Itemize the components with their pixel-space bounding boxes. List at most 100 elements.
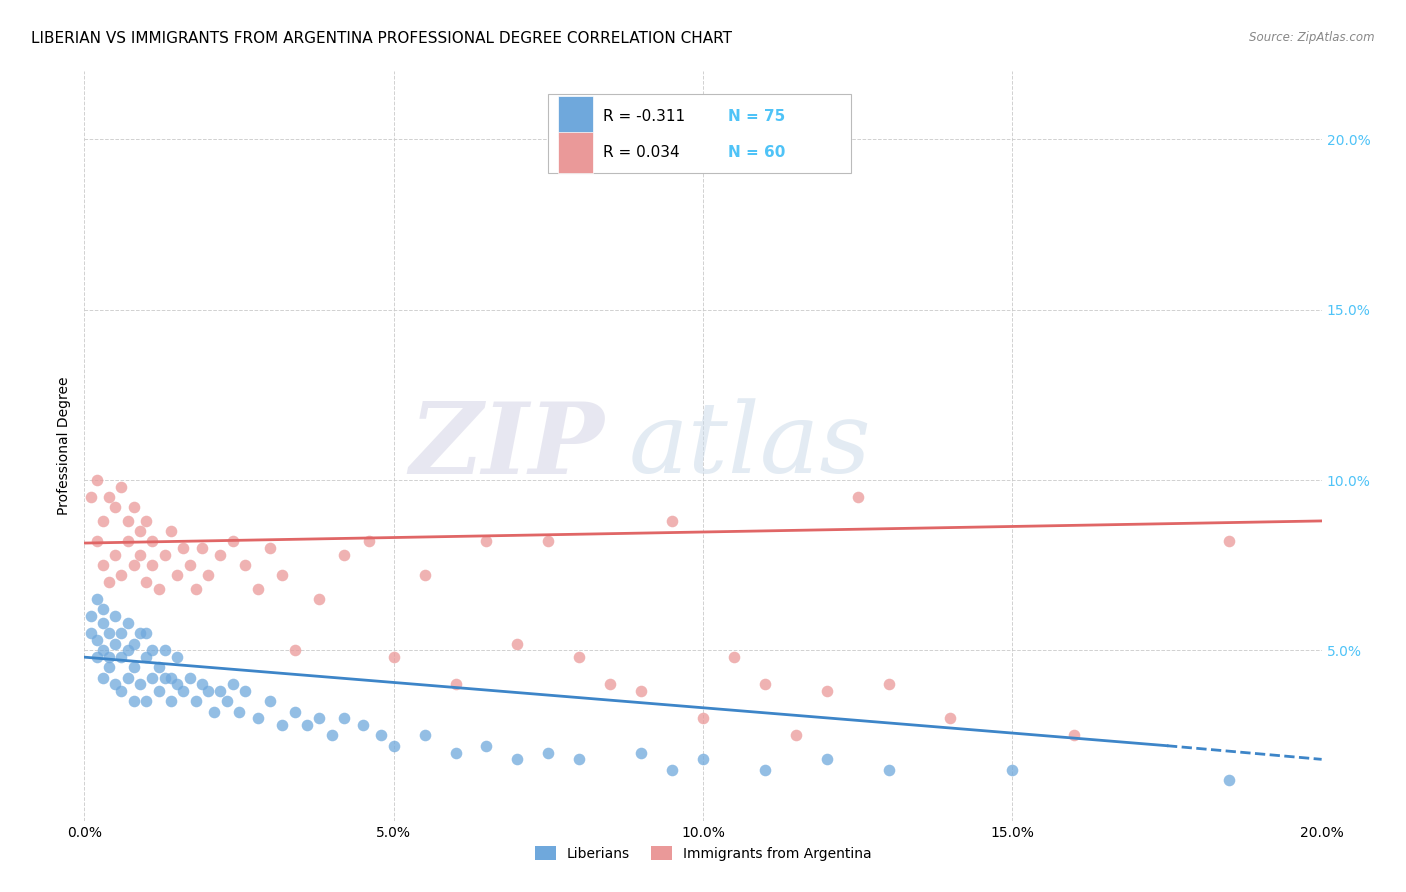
Point [352, 718, 374, 732]
Point [295, 718, 318, 732]
Point [135, 514, 157, 528]
Point [599, 677, 621, 691]
Point [475, 534, 498, 549]
Point [141, 643, 163, 657]
Point [148, 660, 170, 674]
Text: N = 75: N = 75 [728, 109, 785, 124]
Point [877, 677, 900, 691]
FancyBboxPatch shape [548, 94, 852, 172]
Point [148, 684, 170, 698]
Point [135, 650, 157, 665]
Point [129, 677, 152, 691]
Point [444, 746, 467, 760]
Point [333, 548, 356, 562]
Point [815, 752, 838, 766]
Point [117, 643, 139, 657]
Point [86, 633, 108, 648]
Text: R = -0.311: R = -0.311 [603, 109, 685, 124]
Point [110, 568, 132, 582]
Point [117, 534, 139, 549]
Point [117, 616, 139, 631]
Point [215, 694, 238, 708]
Point [98, 490, 121, 504]
Legend: Liberians, Immigrants from Argentina: Liberians, Immigrants from Argentina [529, 840, 877, 866]
Point [179, 671, 201, 685]
Point [692, 711, 714, 725]
Point [370, 729, 392, 743]
Point [259, 541, 281, 556]
Point [233, 558, 256, 573]
Point [160, 671, 183, 685]
Point [166, 677, 188, 691]
Text: ZIP: ZIP [409, 398, 605, 494]
Point [506, 636, 529, 650]
Point [1063, 729, 1085, 743]
Point [98, 650, 121, 665]
Point [259, 694, 281, 708]
Point [284, 705, 307, 719]
Point [110, 626, 132, 640]
Point [135, 694, 157, 708]
Point [568, 650, 591, 665]
Point [129, 626, 152, 640]
Point [153, 671, 176, 685]
Point [110, 650, 132, 665]
Point [166, 650, 188, 665]
Point [939, 711, 962, 725]
Point [197, 568, 219, 582]
Point [117, 671, 139, 685]
Point [135, 575, 157, 590]
Point [141, 671, 163, 685]
Bar [558, 95, 593, 137]
Point [122, 500, 145, 515]
Point [141, 534, 163, 549]
Point [91, 671, 114, 685]
Point [122, 660, 145, 674]
Point [110, 684, 132, 698]
Point [166, 568, 188, 582]
Point [117, 514, 139, 528]
Point [122, 694, 145, 708]
Point [110, 480, 132, 494]
Point [630, 684, 652, 698]
Point [172, 684, 194, 698]
Point [86, 473, 108, 487]
Point [785, 729, 807, 743]
Point [308, 592, 330, 607]
Point [86, 650, 108, 665]
Point [246, 711, 269, 725]
Point [160, 694, 183, 708]
Point [79, 609, 101, 624]
Point [754, 677, 776, 691]
Point [661, 763, 683, 777]
Point [79, 626, 101, 640]
Point [191, 541, 214, 556]
Point [202, 705, 225, 719]
Point [661, 514, 683, 528]
Point [630, 746, 652, 760]
Point [184, 582, 207, 596]
Point [141, 558, 163, 573]
Point [91, 616, 114, 631]
Point [475, 739, 498, 753]
Bar [558, 132, 593, 173]
Point [184, 694, 207, 708]
Point [846, 490, 869, 504]
Point [568, 752, 591, 766]
Point [122, 636, 145, 650]
Point [444, 677, 467, 691]
Point [246, 582, 269, 596]
Point [815, 684, 838, 698]
Point [135, 626, 157, 640]
Point [98, 575, 121, 590]
Text: atlas: atlas [628, 399, 872, 493]
Point [86, 592, 108, 607]
Point [104, 636, 127, 650]
Point [153, 643, 176, 657]
Point [1218, 772, 1240, 787]
Point [271, 568, 294, 582]
Point [79, 490, 101, 504]
Point [413, 729, 436, 743]
Text: LIBERIAN VS IMMIGRANTS FROM ARGENTINA PROFESSIONAL DEGREE CORRELATION CHART: LIBERIAN VS IMMIGRANTS FROM ARGENTINA PR… [31, 31, 733, 46]
Point [692, 752, 714, 766]
